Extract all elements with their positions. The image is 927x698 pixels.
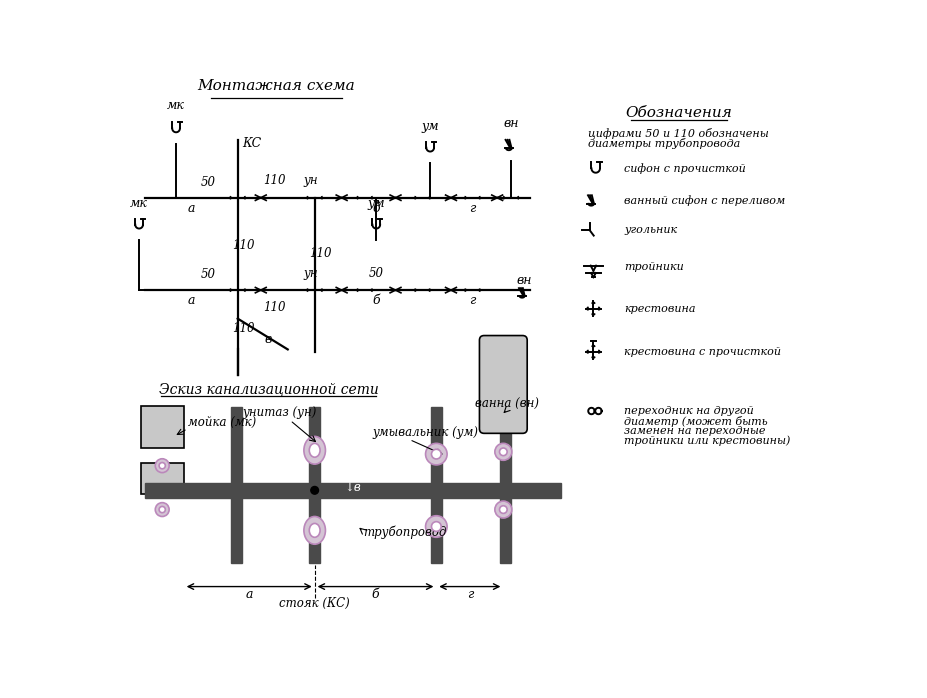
Circle shape bbox=[425, 516, 447, 537]
Text: переходник на другой: переходник на другой bbox=[624, 406, 753, 416]
Text: 50: 50 bbox=[200, 268, 216, 281]
Text: стояк (КС): стояк (КС) bbox=[279, 597, 349, 610]
Text: г: г bbox=[469, 202, 476, 215]
Text: диаметры трубопровода: диаметры трубопровода bbox=[588, 138, 740, 149]
Circle shape bbox=[499, 448, 506, 456]
Circle shape bbox=[159, 507, 165, 513]
Text: г: г bbox=[469, 295, 476, 307]
Circle shape bbox=[155, 503, 169, 517]
Circle shape bbox=[499, 506, 506, 514]
Circle shape bbox=[159, 463, 165, 469]
Circle shape bbox=[431, 450, 440, 459]
Text: ун: ун bbox=[303, 174, 318, 187]
Text: тройники или крестовины): тройники или крестовины) bbox=[624, 436, 790, 446]
Bar bbox=[430, 407, 441, 563]
Text: сифон с прочисткой: сифон с прочисткой bbox=[624, 163, 745, 174]
Bar bbox=[141, 406, 184, 448]
Text: тройники: тройники bbox=[624, 262, 683, 272]
Circle shape bbox=[425, 443, 447, 465]
Ellipse shape bbox=[309, 524, 320, 537]
Circle shape bbox=[494, 443, 511, 460]
Text: цифрами 50 и 110 обозначены: цифрами 50 и 110 обозначены bbox=[588, 128, 768, 140]
Text: б: б bbox=[372, 588, 379, 601]
Circle shape bbox=[494, 501, 511, 518]
Text: Эскиз канализационной сети: Эскиз канализационной сети bbox=[159, 383, 378, 396]
Text: ум: ум bbox=[421, 119, 438, 133]
Ellipse shape bbox=[303, 436, 325, 464]
Text: б: б bbox=[372, 202, 380, 215]
FancyBboxPatch shape bbox=[479, 336, 527, 433]
Text: 110: 110 bbox=[309, 246, 331, 260]
Bar bbox=[309, 407, 320, 563]
Text: вн: вн bbox=[502, 117, 518, 131]
Text: в: в bbox=[264, 333, 272, 346]
Text: вн: вн bbox=[515, 274, 531, 287]
Text: ум: ум bbox=[367, 197, 385, 209]
Text: заменен на переходные: заменен на переходные bbox=[624, 426, 765, 436]
Text: 110: 110 bbox=[263, 301, 286, 313]
Text: трубопровод: трубопровод bbox=[362, 525, 446, 539]
Text: б: б bbox=[372, 295, 380, 307]
Text: а: а bbox=[187, 202, 195, 215]
Text: 110: 110 bbox=[233, 239, 255, 252]
Text: а: а bbox=[187, 295, 195, 307]
Bar bbox=[500, 407, 511, 563]
Text: крестовина с прочисткой: крестовина с прочисткой bbox=[624, 347, 781, 357]
Text: угольник: угольник bbox=[624, 225, 677, 235]
Bar bbox=[146, 482, 561, 498]
Text: 110: 110 bbox=[233, 322, 255, 335]
Text: Обозначения: Обозначения bbox=[625, 106, 731, 120]
Text: мойка (мк): мойка (мк) bbox=[187, 416, 256, 429]
Circle shape bbox=[431, 521, 440, 531]
Text: ↓в: ↓в bbox=[345, 481, 362, 493]
Text: крестовина: крестовина bbox=[624, 304, 695, 313]
Text: мк: мк bbox=[130, 197, 148, 209]
Circle shape bbox=[155, 459, 169, 473]
Text: мк: мк bbox=[167, 99, 184, 112]
Text: а: а bbox=[246, 588, 253, 601]
Text: г: г bbox=[466, 588, 473, 601]
Text: 50: 50 bbox=[200, 176, 216, 189]
Text: 50: 50 bbox=[368, 267, 384, 280]
Ellipse shape bbox=[309, 443, 320, 457]
Text: умывальник (ум): умывальник (ум) bbox=[372, 426, 478, 439]
Circle shape bbox=[311, 487, 318, 494]
Bar bbox=[231, 407, 241, 563]
Text: Монтажная схема: Монтажная схема bbox=[197, 79, 355, 93]
Text: диаметр (может быть: диаметр (может быть bbox=[624, 415, 767, 426]
Text: унитаз (ун): унитаз (ун) bbox=[243, 406, 317, 419]
Bar bbox=[141, 463, 184, 494]
Text: ун: ун bbox=[303, 267, 318, 280]
Text: ванный сифон с переливом: ванный сифон с переливом bbox=[624, 195, 784, 206]
Text: КС: КС bbox=[242, 138, 261, 150]
Text: 110: 110 bbox=[263, 174, 286, 187]
Ellipse shape bbox=[303, 517, 325, 544]
Text: ванна (вн): ванна (вн) bbox=[475, 398, 539, 410]
